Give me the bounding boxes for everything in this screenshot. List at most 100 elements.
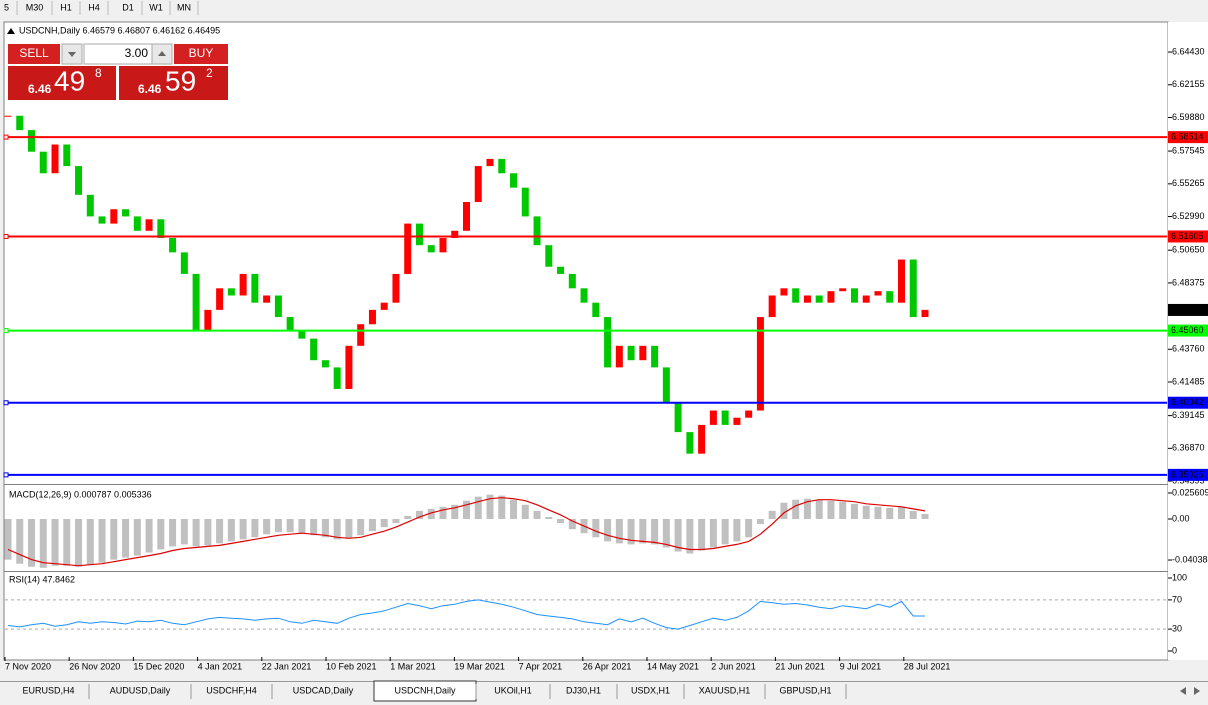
- timeframe-button[interactable]: W1: [149, 2, 163, 12]
- macd-bar: [216, 519, 224, 544]
- tab[interactable]: USDCNH,Daily: [394, 685, 456, 695]
- candle: [28, 130, 36, 152]
- timeframe-button[interactable]: H1: [60, 2, 72, 12]
- level-handle[interactable]: [3, 233, 9, 239]
- candle: [792, 288, 800, 303]
- candle: [886, 291, 894, 303]
- level-handle[interactable]: [3, 472, 9, 478]
- tab[interactable]: AUDUSD,Daily: [110, 685, 171, 695]
- plots: 6.64430 6.62155 6.59880 6.57545 6.55265 6.529…: [3, 46, 1208, 671]
- macd-bar: [251, 519, 259, 538]
- chart-menu-icon[interactable]: [7, 28, 15, 34]
- x-tick-label: 9 Jul 2021: [840, 661, 882, 671]
- buy-price-box[interactable]: [119, 66, 228, 100]
- timeframe-button[interactable]: 5: [4, 2, 9, 12]
- candle: [321, 360, 329, 368]
- toolbar-bg: [0, 0, 1208, 17]
- level-tag: [1168, 396, 1208, 409]
- candle: [368, 309, 376, 325]
- candle: [157, 219, 165, 238]
- macd-bar: [110, 519, 118, 560]
- macd-bar: [39, 519, 47, 568]
- x-tick-label: 1 Mar 2021: [390, 661, 436, 671]
- macd-bar: [63, 519, 71, 566]
- timeframe-button[interactable]: H4: [88, 2, 100, 12]
- candle: [404, 223, 412, 274]
- macd-bar: [862, 505, 870, 520]
- macd-bar: [439, 506, 447, 520]
- tab[interactable]: EURUSD,H4: [22, 685, 74, 695]
- macd-bar: [521, 504, 529, 520]
- macd-bar: [415, 510, 423, 520]
- candle: [392, 273, 400, 303]
- chart-window: [3, 21, 1169, 661]
- tab[interactable]: USDCHF,H4: [206, 685, 257, 695]
- level-handle[interactable]: [3, 328, 9, 334]
- toolbar: 5 M30 H1 H4 D1 W1 MN: [0, 0, 1208, 17]
- candle: [651, 345, 659, 368]
- level-tag: [1168, 468, 1208, 481]
- timeframe-button[interactable]: D1: [122, 2, 134, 12]
- tab[interactable]: USDCAD,Daily: [293, 685, 354, 695]
- macd-bar: [486, 494, 494, 520]
- candle: [39, 151, 47, 174]
- macd-bar: [474, 496, 482, 520]
- y-tick-label: 30: [1172, 623, 1182, 633]
- candle: [145, 219, 153, 231]
- macd-bar: [98, 519, 106, 563]
- tab[interactable]: DJ30,H1: [566, 685, 601, 695]
- buy-button[interactable]: [174, 44, 228, 64]
- candle: [251, 273, 259, 303]
- candle: [486, 158, 494, 167]
- sell-button[interactable]: [8, 44, 60, 64]
- candle: [216, 288, 224, 310]
- macd-bar: [909, 510, 917, 520]
- y-tick-label: 6.48375: [1172, 277, 1205, 287]
- tab-bar: EURUSD,H4 AUDUSD,Daily USDCHF,H4 USDCAD,Dai…: [0, 680, 1208, 705]
- tab[interactable]: USDX,H1: [631, 685, 670, 695]
- candle: [756, 317, 764, 411]
- sell-label[interactable]: SELL: [19, 46, 49, 60]
- macd-bar: [709, 519, 717, 548]
- candle: [580, 288, 588, 303]
- x-tick-label: 26 Apr 2021: [583, 661, 632, 671]
- candle: [510, 173, 518, 188]
- scroll-right[interactable]: [1194, 687, 1200, 695]
- scroll-left[interactable]: [1180, 687, 1186, 695]
- candle: [474, 166, 482, 203]
- level-handle[interactable]: [3, 134, 9, 140]
- candle: [698, 424, 706, 454]
- macd-bar: [321, 519, 329, 538]
- candle: [451, 230, 459, 238]
- rsi-line: [7, 599, 925, 630]
- level-handle[interactable]: [3, 400, 9, 406]
- sell-price-pips: 49: [54, 65, 85, 96]
- timeframe-button[interactable]: MN: [177, 2, 191, 12]
- volume-value[interactable]: 3.00: [125, 46, 149, 60]
- candle: [874, 291, 882, 296]
- tab[interactable]: XAUUSD,H1: [699, 685, 751, 695]
- tab[interactable]: GBPUSD,H1: [779, 685, 831, 695]
- candle: [263, 295, 271, 303]
- macd-bar: [86, 519, 94, 565]
- tab[interactable]: UKOil,H1: [494, 685, 532, 695]
- candle: [768, 295, 776, 318]
- indicator-title: RSI(14) 47.8462: [9, 574, 75, 584]
- candle: [75, 166, 83, 195]
- sell-price-box[interactable]: [8, 66, 116, 100]
- macd-bar: [674, 519, 682, 552]
- candle: [357, 324, 365, 346]
- x-tick-label: 15 Dec 2020: [133, 661, 184, 671]
- macd-bar: [368, 519, 376, 532]
- timeframe-button[interactable]: M30: [26, 2, 44, 12]
- y-tick-label: 6.59880: [1172, 112, 1205, 122]
- candle: [897, 259, 905, 303]
- macd-bar: [75, 519, 83, 567]
- candle: [227, 288, 235, 296]
- candle: [98, 216, 106, 224]
- macd-bar: [639, 519, 647, 544]
- level-tag: [1168, 131, 1208, 144]
- buy-label[interactable]: BUY: [189, 46, 214, 60]
- candle: [686, 432, 694, 454]
